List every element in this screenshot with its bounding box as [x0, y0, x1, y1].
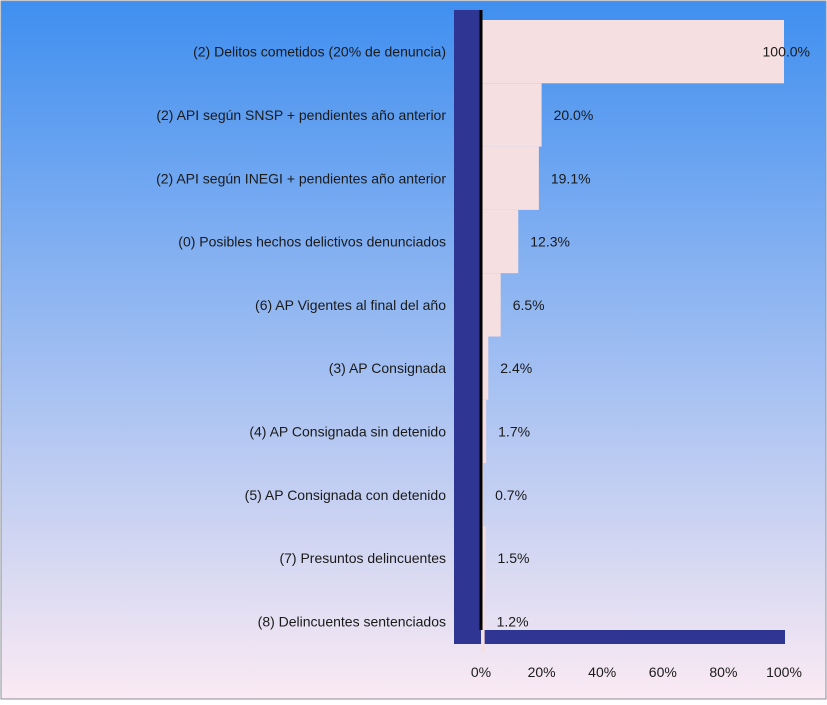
- x-tick-label-3: 40%: [588, 664, 616, 680]
- bar-3: [481, 146, 539, 210]
- x-tick-label-4: 60%: [649, 664, 677, 680]
- category-label-5: (6) AP Vigentes al final del año: [255, 297, 446, 313]
- plot-area: (2) Delitos cometidos (20% de denuncia) (…: [156, 10, 810, 680]
- x-tick-label-1: 0%: [471, 664, 491, 680]
- bar-5: [481, 273, 501, 337]
- value-label-10: 1.2%: [497, 613, 529, 629]
- category-label-1: (2) Delitos cometidos (20% de denuncia): [193, 44, 446, 60]
- x-tick-label-6: 100%: [766, 664, 802, 680]
- value-label-6: 2.4%: [500, 360, 532, 376]
- value-label-7: 1.7%: [498, 423, 530, 439]
- value-label-5: 6.5%: [513, 297, 545, 313]
- category-label-3: (2) API según INEGI + pendientes año ant…: [156, 170, 446, 186]
- category-label-7: (4) AP Consignada sin detenido: [249, 423, 446, 439]
- bar-9: [481, 526, 486, 590]
- x-tick-label-5: 80%: [709, 664, 737, 680]
- value-label-4: 12.3%: [530, 234, 570, 250]
- category-label-8: (5) AP Consignada con detenido: [245, 487, 447, 503]
- value-label-2: 20.0%: [554, 107, 594, 123]
- bar-10: [481, 589, 485, 653]
- category-label-4: (0) Posibles hechos delictivos denunciad…: [178, 234, 446, 250]
- category-label-10: (8) Delincuentes sentenciados: [258, 613, 446, 629]
- value-label-9: 1.5%: [498, 550, 530, 566]
- value-label-1: 100.0%: [763, 44, 810, 60]
- bar-1: [481, 20, 784, 84]
- x-tick-label-2: 20%: [528, 664, 556, 680]
- bar-7: [481, 399, 487, 464]
- bar-2: [481, 83, 542, 147]
- axis-panel-wall: [454, 10, 481, 644]
- value-label-8: 0.7%: [495, 487, 527, 503]
- category-label-9: (7) Presuntos delincuentes: [279, 550, 446, 566]
- bar-6: [481, 336, 489, 400]
- bar-4: [481, 209, 519, 274]
- axis-panel-floor: [454, 630, 785, 644]
- value-label-3: 19.1%: [551, 170, 591, 186]
- category-label-2: (2) API según SNSP + pendientes año ante…: [156, 107, 446, 123]
- category-label-6: (3) AP Consignada: [329, 360, 446, 376]
